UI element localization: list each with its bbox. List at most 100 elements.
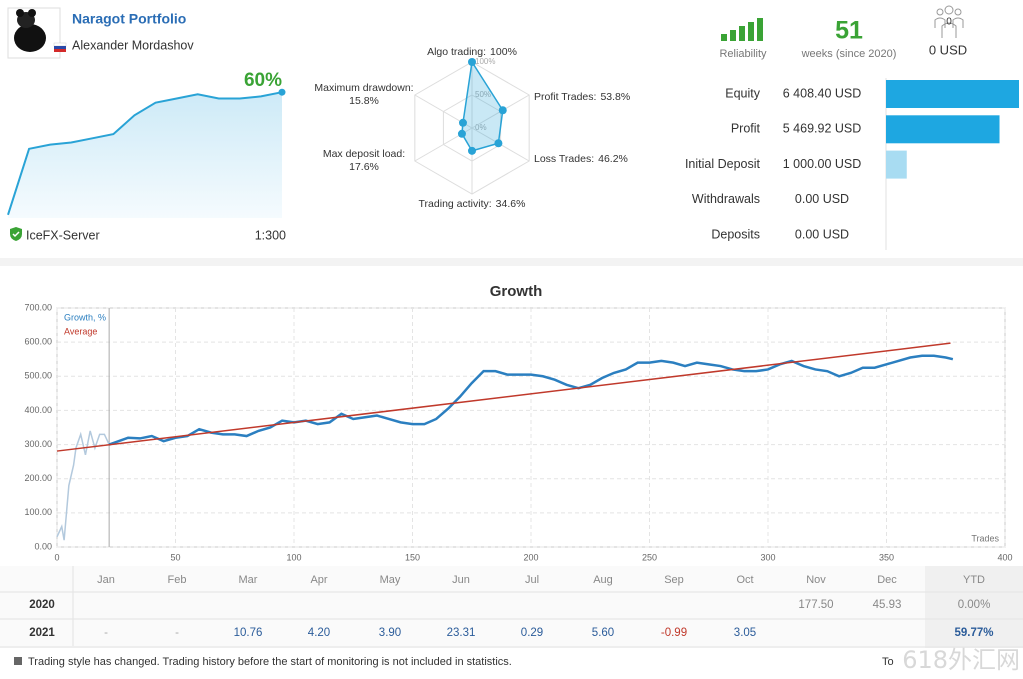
radar-label-part: 53.8% (600, 91, 630, 103)
table-header: Nov (806, 574, 826, 586)
table-cell: 0.29 (521, 627, 543, 639)
balance-bar (886, 115, 1000, 144)
x-tick-label: 200 (523, 552, 538, 562)
radar-tick-label: 100% (475, 57, 495, 66)
radar-label-part: Maximum drawdown: (314, 82, 413, 94)
table-cell: 5.60 (592, 627, 614, 639)
x-tick-label: 400 (997, 552, 1012, 562)
table-cell: 4.20 (308, 627, 330, 639)
table-cell: 2020 (29, 599, 55, 611)
radar-label: Algo trading: 100% (427, 46, 517, 58)
ytd-column (925, 566, 1023, 648)
table-cell: -0.99 (661, 627, 687, 639)
table-header: May (380, 574, 401, 586)
table-cell: 3.90 (379, 627, 401, 639)
series-line (56, 342, 951, 452)
flag (53, 42, 67, 52)
weeks: 51 (835, 17, 863, 45)
y-tick-label: 500.00 (24, 371, 52, 381)
author-name[interactable]: Alexander Mordashov (72, 38, 194, 52)
note-icon (14, 657, 22, 665)
section-divider (0, 258, 1023, 266)
radar-label-part: 46.2% (598, 153, 628, 165)
watermark: 618外汇网 (902, 646, 1020, 674)
portfolio-name[interactable]: Naragot Portfolio (72, 11, 186, 27)
balance-label: Initial Deposit (685, 157, 761, 171)
subscriber-funds: 0 USD (929, 42, 967, 57)
server: IceFX-Server (26, 228, 100, 242)
balance-value: 5 469.92 USD (783, 122, 862, 136)
y-tick-label: 100.00 (24, 507, 52, 517)
sparkline-end (278, 88, 286, 96)
balance-bar (886, 150, 907, 179)
leverage: 1:300 (255, 228, 286, 242)
x-tick-label: 350 (879, 552, 894, 562)
balance-label: Profit (731, 122, 761, 136)
radar-label-part: Max deposit load: (323, 148, 405, 160)
y-tick-label: 0.00 (34, 541, 52, 551)
radar-point (468, 58, 476, 66)
table-header: YTD (963, 574, 985, 586)
table-header: Jun (452, 574, 470, 586)
radar-label: Loss Trades: 46.2% (534, 153, 628, 165)
radar-label: Trading activity: 34.6% (419, 198, 526, 210)
radar-label-part: Profit Trades: (534, 91, 596, 103)
x-tick-label: 50 (170, 552, 180, 562)
sparkline (7, 91, 283, 216)
table-header: Sep (664, 574, 684, 586)
server-icon-check (12, 231, 20, 238)
table-cell: 177.50 (798, 599, 833, 611)
balance-value: 6 408.40 USD (783, 86, 862, 100)
table-header: Feb (168, 574, 187, 586)
y-tick-label: 200.00 (24, 473, 52, 483)
sparkline-area (8, 92, 282, 218)
reliability-label: Reliability (719, 48, 767, 60)
balance-value: 0.00 USD (795, 192, 849, 206)
x-tick-label: 250 (642, 552, 657, 562)
footer-note: Trading style has changed. Trading histo… (28, 656, 512, 668)
radar-label: Profit Trades: 53.8% (534, 91, 630, 103)
balance-label: Withdrawals (692, 192, 760, 206)
radar-point (498, 106, 507, 115)
balance-bar (886, 80, 1019, 108)
series-line (56, 430, 110, 541)
table-cell: 10.76 (234, 627, 263, 639)
growth-total: 60% (244, 70, 282, 91)
table-header: Aug (593, 574, 613, 586)
radar-point (494, 139, 503, 148)
x-tick-label: 0 (54, 552, 59, 562)
radar-label: Maximum drawdown: 15.8% (314, 82, 413, 107)
table-cell: 23.31 (447, 627, 476, 639)
table-header: Oct (736, 574, 753, 586)
legend-entry: Growth, % (64, 312, 106, 322)
balance-label: Equity (725, 86, 760, 100)
x-axis-label: Trades (971, 533, 999, 543)
reliability-icon (721, 18, 763, 41)
radar-label: Max deposit load: 17.6% (323, 148, 405, 173)
balance-value: 0.00 USD (795, 227, 849, 241)
radar-label-part: Loss Trades: (534, 153, 594, 165)
radar-point (457, 129, 466, 138)
footer-cut-off: To (882, 656, 894, 668)
radar-label-part: 15.8% (349, 95, 379, 107)
radar-point (458, 118, 467, 127)
series-line (108, 354, 954, 446)
weeks-label: weeks (since 2020) (801, 48, 897, 60)
radar-label-part: 34.6% (496, 198, 526, 210)
y-tick-label: 700.00 (24, 302, 52, 312)
balance-value: 1 000.00 USD (783, 157, 862, 171)
table-cell: 0.00% (958, 599, 991, 611)
table-header: Apr (310, 574, 327, 586)
table-cell: - (104, 627, 108, 639)
table-header: Jul (525, 574, 539, 586)
subscribers-icon (934, 5, 964, 38)
y-tick-label: 600.00 (24, 337, 52, 347)
radar-label-part: 100% (490, 46, 517, 58)
radar-point (468, 146, 476, 155)
x-tick-label: 150 (405, 552, 420, 562)
avatar (7, 7, 61, 59)
x-tick-label: 100 (286, 552, 301, 562)
x-tick-label: 300 (760, 552, 775, 562)
y-tick-label: 300.00 (24, 439, 52, 449)
